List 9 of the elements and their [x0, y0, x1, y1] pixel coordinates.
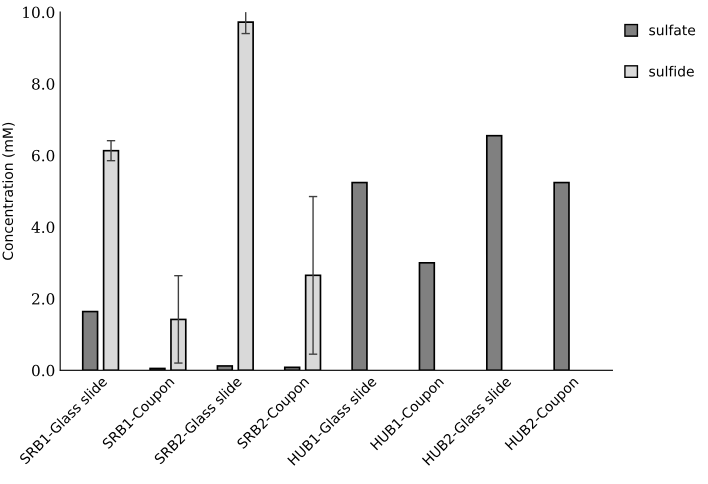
legend-label: sulfate	[649, 24, 696, 36]
y-tick-label: 2.0	[32, 293, 54, 305]
legend-label: sulfide	[649, 66, 694, 77]
y-tick-label: 8.0	[32, 78, 54, 90]
y-tick-label: 10.0	[23, 6, 54, 18]
y-tick-label: 6.0	[32, 150, 54, 162]
y-tick-label: 4.0	[31, 221, 54, 234]
y-axis-title: Concentration (mM)	[2, 122, 15, 260]
y-tick-label: 0.0	[32, 364, 54, 376]
